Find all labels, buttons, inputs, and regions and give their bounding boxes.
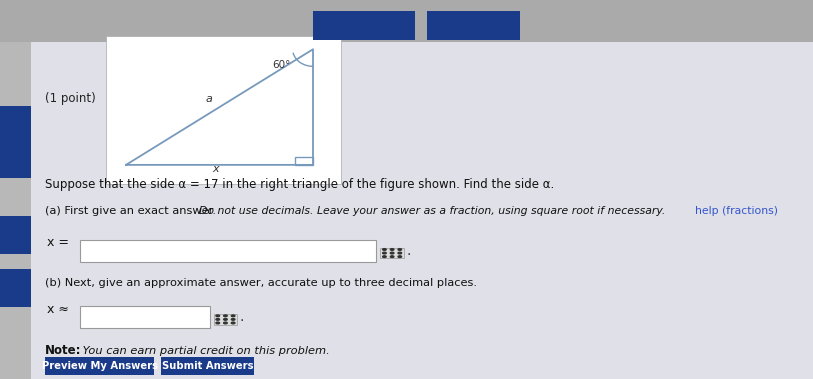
Bar (80, 240, 376, 262)
Bar (0, 0, 813, 42)
Circle shape (390, 249, 394, 250)
Bar (0, 216, 31, 254)
Text: x =: x = (47, 236, 69, 249)
Circle shape (390, 252, 394, 254)
Text: x: x (212, 164, 219, 174)
Text: Preview My Answers: Preview My Answers (41, 361, 158, 371)
Circle shape (232, 318, 235, 320)
Bar (427, 11, 520, 40)
Text: Submit Answers: Submit Answers (162, 361, 254, 371)
Circle shape (390, 256, 394, 257)
Text: x ≈: x ≈ (47, 303, 69, 316)
Bar (0, 269, 31, 307)
Text: Suppose that the side α = 17 in the right triangle of the figure shown. Find the: Suppose that the side α = 17 in the righ… (45, 178, 554, 191)
Bar (313, 11, 415, 40)
Bar (106, 36, 341, 184)
Text: 60°: 60° (272, 60, 291, 70)
Bar (0, 106, 31, 178)
Circle shape (216, 318, 220, 320)
Text: You can earn partial credit on this problem.: You can earn partial credit on this prob… (79, 346, 329, 356)
Text: Do not use decimals. Leave your answer as a fraction, using square root if neces: Do not use decimals. Leave your answer a… (199, 206, 666, 216)
Text: Note:: Note: (45, 345, 81, 357)
Text: .: . (406, 244, 411, 258)
Circle shape (224, 322, 228, 324)
Circle shape (398, 252, 402, 254)
Bar (295, 157, 313, 165)
Circle shape (216, 322, 220, 324)
Circle shape (232, 315, 235, 316)
Circle shape (232, 322, 235, 324)
Text: (1 point): (1 point) (45, 92, 95, 105)
Bar (45, 357, 154, 375)
Circle shape (383, 256, 386, 257)
Bar (31, 42, 813, 379)
Circle shape (216, 315, 220, 316)
Circle shape (224, 318, 228, 320)
Circle shape (383, 249, 386, 250)
Circle shape (383, 252, 386, 254)
Text: help (fractions): help (fractions) (695, 206, 778, 216)
Bar (161, 357, 254, 375)
Text: (a) First give an exact answer.: (a) First give an exact answer. (45, 206, 220, 216)
Bar (80, 306, 210, 328)
Bar (380, 247, 404, 258)
Text: a: a (206, 94, 212, 104)
Text: (b) Next, give an approximate answer, accurate up to three decimal places.: (b) Next, give an approximate answer, ac… (45, 278, 476, 288)
Text: .: . (240, 310, 244, 324)
Circle shape (224, 315, 228, 316)
Circle shape (398, 256, 402, 257)
Bar (214, 314, 237, 325)
Circle shape (398, 249, 402, 250)
